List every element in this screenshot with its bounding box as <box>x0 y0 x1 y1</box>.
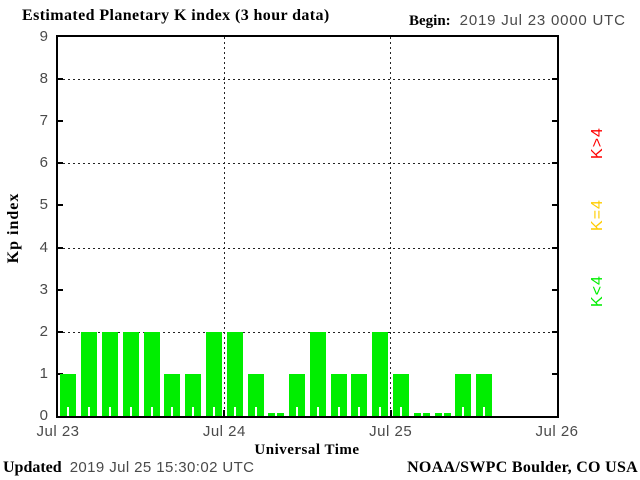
kp-bar <box>393 373 410 416</box>
y-axis-tick <box>552 120 557 123</box>
kp-bar <box>247 373 264 416</box>
y-axis-tick <box>58 204 63 207</box>
bar-tick-notch <box>316 407 319 416</box>
kp-bar <box>455 373 472 416</box>
begin-value: 2019 Jul 23 0000 UTC <box>459 12 626 29</box>
kp-bar <box>351 373 368 416</box>
y-tick-label: 1 <box>39 364 48 382</box>
bar-tick-notch <box>462 407 465 416</box>
kp-bar <box>226 331 243 416</box>
y-axis-tick <box>58 162 63 165</box>
bar-tick-notch <box>233 407 236 416</box>
y-axis-tick <box>552 162 557 165</box>
bar-tick-notch <box>400 407 403 416</box>
kp-chart-plot-area <box>56 35 559 418</box>
bar-tick-notch <box>483 407 486 416</box>
kp-bar <box>205 331 222 416</box>
y-tick-label: 2 <box>39 322 48 340</box>
bar-tick-notch <box>88 407 91 416</box>
y-tick-label: 6 <box>39 154 48 172</box>
y-tick-label: 0 <box>39 407 48 424</box>
kp-bar <box>143 331 160 416</box>
legend-item-k-lt-4: K<4 <box>589 275 606 307</box>
y-axis-tick <box>552 372 557 375</box>
bar-tick-notch <box>358 407 361 416</box>
bar-tick-notch <box>254 407 257 416</box>
kp-bar <box>289 373 306 416</box>
gridline-horizontal <box>58 79 557 81</box>
bar-tick-notch <box>296 407 299 416</box>
y-tick-label: 3 <box>39 280 48 298</box>
x-tick-label: Jul 26 <box>535 423 579 440</box>
y-tick-label: 8 <box>39 70 48 88</box>
y-axis-tick <box>552 288 557 291</box>
credit-text: NOAA/SWPC Boulder, CO USA <box>407 459 638 476</box>
x-axis-title: Universal Time <box>254 442 360 458</box>
kp-bar <box>309 331 326 416</box>
x-axis-tick <box>223 410 226 416</box>
updated-value: 2019 Jul 25 15:30:02 UTC <box>69 459 255 476</box>
y-tick-label: 9 <box>39 28 48 45</box>
x-tick-label: Jul 24 <box>202 423 246 440</box>
gridline-horizontal <box>58 163 557 165</box>
bar-tick-notch <box>108 407 111 416</box>
kp-bar <box>122 331 139 416</box>
legend-item-k-gt-4: K>4 <box>589 127 606 159</box>
kp-bar <box>330 373 347 416</box>
updated-label: Updated <box>3 459 62 476</box>
y-axis-tick <box>58 78 63 81</box>
kp-bar <box>372 331 389 416</box>
x-tick-label: Jul 25 <box>369 423 413 440</box>
y-axis-tick <box>552 246 557 249</box>
begin-timestamp: Begin: 2019 Jul 23 0000 UTC <box>409 12 626 30</box>
x-tick-label: Jul 23 <box>36 423 80 440</box>
y-axis-tick <box>58 246 63 249</box>
updated-timestamp: Updated 2019 Jul 25 15:30:02 UTC <box>3 459 254 477</box>
bar-tick-notch <box>337 407 340 416</box>
begin-label: Begin: <box>409 13 451 29</box>
gridline-horizontal <box>58 247 557 249</box>
y-tick-label: 5 <box>39 196 48 214</box>
kp-bar <box>185 373 202 416</box>
bar-tick-notch <box>379 407 382 416</box>
gridline-vertical <box>223 37 225 416</box>
bar-tick-notch <box>192 407 195 416</box>
gridline-vertical <box>390 37 392 416</box>
kp-bar <box>434 407 451 416</box>
y-axis-tick <box>552 78 557 81</box>
y-tick-label: 4 <box>39 238 48 256</box>
y-axis-tick <box>552 330 557 333</box>
x-axis-tick <box>389 410 392 416</box>
y-axis-title: Kp index <box>5 192 22 264</box>
bar-tick-notch <box>129 407 132 416</box>
gridline-horizontal <box>58 331 557 333</box>
kp-bar <box>81 331 98 416</box>
y-axis-tick <box>58 330 63 333</box>
bar-tick-notch <box>171 407 174 416</box>
bar-tick-notch <box>420 407 423 416</box>
y-axis-tick <box>58 288 63 291</box>
kp-bar <box>268 407 285 416</box>
bar-tick-notch <box>212 407 215 416</box>
y-axis-tick <box>58 120 63 123</box>
kp-bar <box>476 373 493 416</box>
bar-tick-notch <box>441 407 444 416</box>
bar-tick-notch <box>150 407 153 416</box>
kp-bar <box>164 373 181 416</box>
chart-title: Estimated Planetary K index (3 hour data… <box>22 7 330 24</box>
y-tick-label: 7 <box>39 112 48 130</box>
bar-tick-notch <box>67 407 70 416</box>
bar-tick-notch <box>275 407 278 416</box>
kp-bar <box>101 331 118 416</box>
y-axis-tick <box>552 204 557 207</box>
kp-bar <box>413 407 430 416</box>
legend-item-k-eq-4: K=4 <box>589 199 606 231</box>
kp-bar <box>60 373 77 416</box>
